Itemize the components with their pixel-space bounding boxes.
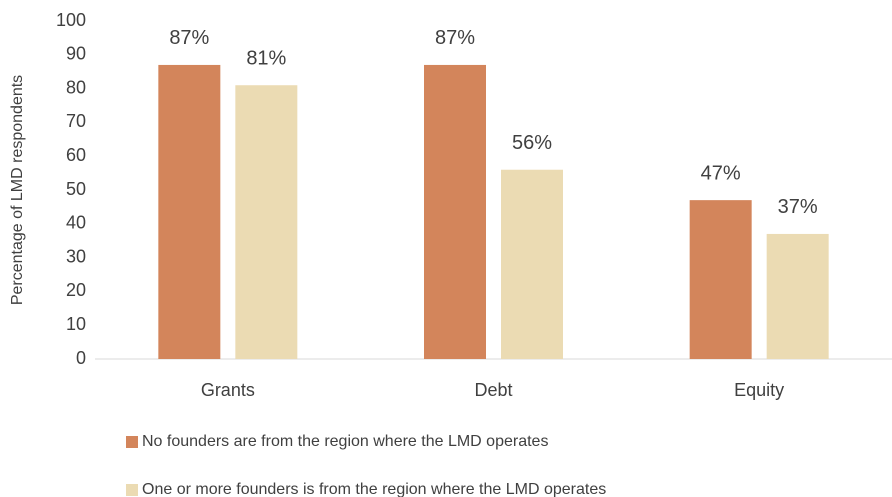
y-tick-label: 40 bbox=[66, 213, 86, 233]
bar bbox=[158, 64, 221, 359]
bar bbox=[766, 233, 829, 359]
value-label: 87% bbox=[169, 27, 209, 49]
bar bbox=[424, 64, 486, 359]
value-label: 81% bbox=[246, 48, 286, 70]
y-tick-label: 0 bbox=[76, 348, 86, 368]
x-tick-label: Debt bbox=[474, 380, 512, 400]
y-tick-label: 70 bbox=[66, 111, 86, 131]
bar bbox=[235, 85, 298, 359]
legend-label: One or more founders is from the region … bbox=[142, 481, 606, 497]
legend-swatch bbox=[126, 436, 138, 448]
y-tick-label: 100 bbox=[56, 10, 86, 30]
x-tick-label: Grants bbox=[201, 380, 255, 400]
y-tick-label: 80 bbox=[66, 77, 86, 97]
y-tick-label: 10 bbox=[66, 314, 86, 334]
y-tick-label: 60 bbox=[66, 145, 86, 165]
y-tick-label: 90 bbox=[66, 44, 86, 64]
x-tick-label: Equity bbox=[734, 380, 784, 400]
y-axis-label: Percentage of LMD respondents bbox=[9, 75, 26, 305]
value-label: 47% bbox=[701, 162, 741, 184]
y-tick-label: 30 bbox=[66, 246, 86, 266]
y-tick-label: 20 bbox=[66, 280, 86, 300]
y-tick-label: 50 bbox=[66, 179, 86, 199]
bar bbox=[689, 200, 752, 359]
value-label: 37% bbox=[778, 196, 818, 218]
value-label: 87% bbox=[435, 27, 475, 49]
bar bbox=[501, 169, 563, 359]
value-label: 56% bbox=[512, 132, 552, 154]
legend-swatch bbox=[126, 484, 138, 496]
legend-label: No founders are from the region where th… bbox=[142, 433, 548, 450]
